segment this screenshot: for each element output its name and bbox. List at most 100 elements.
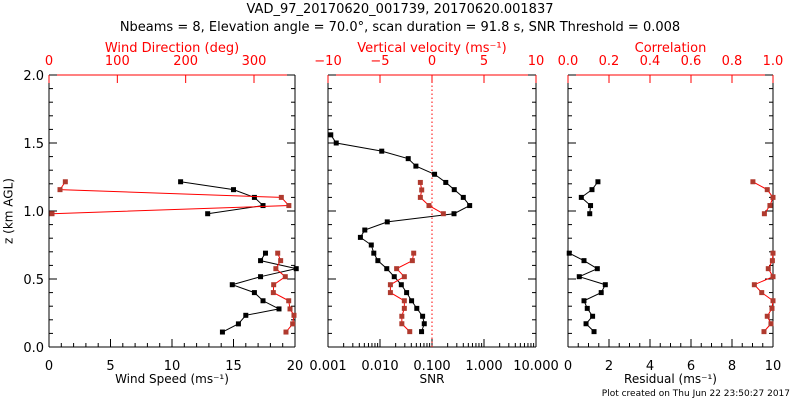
data-point-wind-speed bbox=[229, 282, 235, 288]
data-point-snr bbox=[414, 305, 420, 311]
data-point-residual bbox=[566, 250, 572, 256]
data-point-wind-direction bbox=[282, 274, 288, 280]
data-point-vertical-velocity bbox=[401, 305, 407, 311]
data-point-snr bbox=[451, 187, 457, 193]
x-tick-label: 0 bbox=[564, 359, 572, 374]
data-point-vertical-velocity bbox=[387, 282, 393, 288]
x-tick-label: 0.100 bbox=[413, 359, 450, 374]
data-point-residual bbox=[581, 298, 587, 304]
data-point-vertical-velocity bbox=[399, 321, 405, 327]
x-tick-label: 1.000 bbox=[465, 359, 502, 374]
data-point-wind-direction bbox=[275, 250, 281, 256]
data-point-snr bbox=[357, 234, 363, 240]
data-point-residual bbox=[595, 179, 601, 185]
data-point-snr bbox=[405, 156, 411, 162]
data-point-snr bbox=[375, 258, 381, 264]
data-point-wind-direction bbox=[283, 329, 289, 335]
y-axis-label: z (km AGL) bbox=[2, 178, 16, 244]
x-tick-label: 10.000 bbox=[513, 359, 559, 374]
data-point-correlation bbox=[770, 250, 776, 256]
y-tick-label: 0.0 bbox=[23, 341, 44, 356]
top-tick-label: 1.0 bbox=[763, 54, 784, 69]
top-axis-label: Correlation bbox=[635, 41, 707, 56]
data-point-residual bbox=[602, 282, 608, 288]
data-point-snr bbox=[398, 282, 404, 288]
data-point-wind-speed bbox=[293, 266, 299, 272]
y-tick-label: 1.0 bbox=[23, 205, 44, 220]
data-point-vertical-velocity bbox=[387, 290, 393, 296]
data-point-wind-direction bbox=[291, 312, 297, 318]
top-tick-label: 0 bbox=[428, 54, 436, 69]
data-point-correlation bbox=[769, 305, 775, 311]
data-point-correlation bbox=[764, 187, 770, 193]
data-point-vertical-velocity bbox=[407, 329, 413, 335]
x-tick-label: 15 bbox=[225, 359, 242, 374]
top-tick-label: 0.8 bbox=[722, 54, 743, 69]
x-tick-label: 6 bbox=[687, 359, 695, 374]
data-point-wind-speed bbox=[243, 312, 249, 318]
data-point-snr bbox=[421, 321, 427, 327]
data-point-snr bbox=[460, 194, 466, 200]
data-point-correlation bbox=[767, 203, 773, 209]
top-tick-label: 0.0 bbox=[558, 54, 579, 69]
data-point-wind-direction bbox=[271, 282, 277, 288]
top-axis-label: Wind Direction (deg) bbox=[105, 41, 239, 56]
data-point-correlation bbox=[761, 329, 767, 335]
data-point-wind-speed bbox=[260, 298, 266, 304]
top-tick-label: 10 bbox=[528, 54, 545, 69]
x-tick-label: 4 bbox=[646, 359, 654, 374]
figure-title: VAD_97_20170620_001739, 20170620.001837 bbox=[246, 2, 554, 17]
plot-footer: Plot created on Thu Jun 22 23:50:27 2017 bbox=[601, 389, 790, 399]
data-point-residual bbox=[589, 187, 595, 193]
top-tick-label: 200 bbox=[173, 54, 198, 69]
data-point-residual bbox=[584, 305, 590, 311]
series-line-wind-direction bbox=[272, 252, 295, 333]
data-point-snr bbox=[333, 140, 339, 146]
data-point-snr bbox=[443, 179, 449, 185]
data-point-snr bbox=[368, 242, 374, 248]
data-point-snr bbox=[432, 171, 438, 177]
data-point-snr bbox=[420, 313, 426, 319]
data-point-snr bbox=[328, 132, 334, 138]
data-point-residual bbox=[588, 203, 594, 209]
top-tick-label: −5 bbox=[370, 54, 389, 69]
data-point-correlation bbox=[761, 211, 767, 217]
data-point-snr bbox=[409, 298, 415, 304]
data-point-wind-speed bbox=[235, 321, 241, 327]
series-line-wind-speed bbox=[222, 252, 297, 333]
data-point-wind-direction bbox=[286, 298, 292, 304]
data-point-correlation bbox=[759, 290, 765, 296]
data-point-vertical-velocity bbox=[401, 274, 407, 280]
data-point-wind-direction bbox=[270, 290, 276, 296]
data-point-correlation bbox=[769, 258, 775, 264]
x-tick-label: 8 bbox=[728, 359, 736, 374]
data-point-wind-speed bbox=[178, 179, 184, 185]
data-point-wind-direction bbox=[290, 321, 296, 327]
data-point-wind-speed bbox=[251, 290, 257, 296]
y-tick-label: 0.5 bbox=[23, 273, 44, 288]
data-point-wind-direction bbox=[278, 258, 284, 264]
data-point-vertical-velocity bbox=[401, 298, 407, 304]
data-point-wind-speed bbox=[262, 250, 268, 256]
data-point-residual bbox=[591, 329, 597, 335]
data-point-vertical-velocity bbox=[411, 250, 417, 256]
series-line-snr bbox=[330, 134, 471, 332]
data-point-wind-speed bbox=[205, 211, 211, 217]
top-tick-label: 0.2 bbox=[599, 54, 620, 69]
x-axis-label: Residual (ms⁻¹) bbox=[624, 372, 717, 386]
data-point-wind-direction bbox=[49, 211, 55, 217]
data-point-snr bbox=[419, 329, 425, 335]
x-axis-label: SNR bbox=[420, 372, 445, 386]
data-point-correlation bbox=[770, 194, 776, 200]
x-tick-label: 2 bbox=[605, 359, 613, 374]
data-point-vertical-velocity bbox=[394, 266, 400, 272]
data-point-wind-direction bbox=[273, 266, 279, 272]
data-point-snr bbox=[467, 203, 473, 209]
data-point-snr bbox=[451, 211, 457, 217]
data-point-snr bbox=[371, 250, 377, 256]
data-point-vertical-velocity bbox=[409, 258, 415, 264]
top-axis-label: Vertical velocity (ms⁻¹) bbox=[357, 41, 506, 56]
data-point-residual bbox=[594, 266, 600, 272]
